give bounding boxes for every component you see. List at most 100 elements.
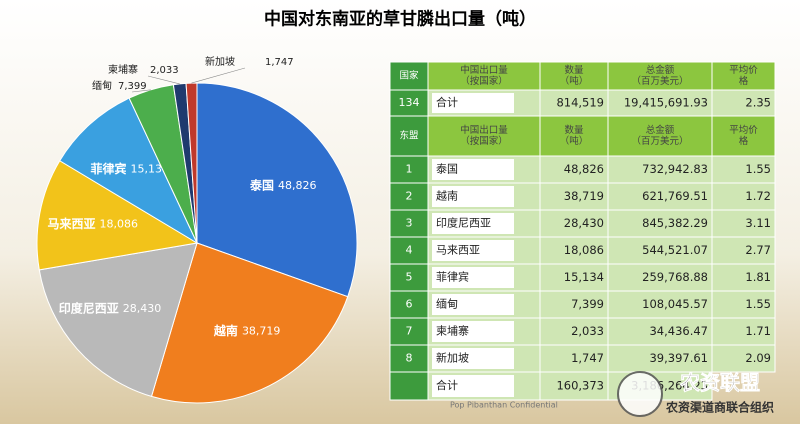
cell-value: 39,397.61	[649, 351, 708, 365]
name-box	[432, 321, 514, 342]
cell-value: 544,521.07	[642, 243, 708, 257]
row-name: 菲律宾	[436, 270, 469, 284]
cell-value: 2.09	[745, 351, 771, 365]
cell-value: 38,719	[564, 189, 604, 203]
table-cell	[607, 115, 713, 157]
cell-value: 621,769.51	[642, 189, 708, 203]
cell-value: 259,768.88	[642, 270, 708, 284]
table-cell	[607, 155, 713, 184]
name-box	[432, 186, 514, 207]
slice-value: 38,719	[242, 324, 281, 337]
header-text: 总金额	[646, 124, 675, 136]
header-text: 国家	[399, 70, 419, 82]
table-cell	[711, 209, 776, 238]
name-box	[432, 93, 514, 113]
watermark-subtitle: 农资渠道商联合组织	[665, 400, 774, 415]
table-cell	[607, 89, 713, 117]
source-note: Pop Pibanthan Confidential	[450, 401, 558, 410]
row-name: 印度尼西亚	[436, 216, 491, 230]
cell-value: 108,045.57	[642, 297, 708, 311]
cell-value: 1,747	[571, 351, 604, 365]
header-text: （百万美元）	[631, 75, 688, 87]
name-box	[432, 375, 514, 397]
watermark-title: 农资联盟	[679, 371, 760, 395]
cell-value: 28,430	[564, 216, 604, 230]
row-name: 越南	[436, 189, 458, 203]
header-text: 中国出口量	[460, 124, 508, 136]
cell-value: 1.55	[745, 162, 771, 176]
cell-value: 814,519	[556, 96, 604, 110]
slice-label: 缅甸	[92, 79, 112, 92]
table-cell	[389, 371, 429, 401]
header-text: 格	[739, 75, 749, 87]
cell-value: 732,942.83	[642, 162, 708, 176]
watermark-icon	[617, 371, 663, 417]
table-cell	[539, 155, 609, 184]
slice-value: 15,134	[131, 162, 170, 175]
row-number: 1	[406, 163, 413, 176]
slice-label: 越南	[213, 323, 238, 338]
header-text: 平均价	[729, 64, 758, 76]
pie-slice	[150, 242, 349, 404]
table-cell	[539, 344, 609, 373]
cell-value: 19,415,691.93	[624, 96, 708, 110]
slice-value: 2,033	[150, 65, 179, 76]
row-number: 4	[406, 244, 413, 257]
table-cell	[711, 263, 776, 292]
row-number: 3	[406, 217, 413, 230]
name-box	[432, 159, 514, 180]
row-name: 新加坡	[436, 351, 469, 365]
table-cell	[607, 209, 713, 238]
slice-value: 48,826	[278, 179, 317, 192]
cell-value: 7,399	[571, 297, 604, 311]
table-cell	[389, 155, 429, 184]
slice-label: 菲律宾	[91, 161, 127, 176]
table-cell	[427, 115, 541, 157]
slice-value: 1,747	[265, 57, 294, 68]
row-name: 合计	[436, 95, 458, 109]
pie-slice	[185, 82, 198, 244]
header-text: （按国家）	[460, 135, 508, 147]
table-cell	[539, 209, 609, 238]
name-box	[432, 240, 514, 261]
name-box	[432, 348, 514, 369]
cell-value: 1.81	[745, 270, 771, 284]
header-text: 平均价	[729, 124, 758, 136]
header-text: （吨）	[560, 75, 589, 87]
leader-line	[191, 67, 246, 84]
row-name: 马来西亚	[436, 244, 480, 257]
slice-value: 28,430	[123, 302, 161, 315]
cell-value: 1.55	[745, 297, 771, 311]
header-text: （吨）	[560, 135, 589, 147]
row-name: 合计	[436, 378, 458, 392]
row-number: 6	[406, 298, 413, 311]
table-cell	[389, 61, 429, 91]
cell-value: 2,033	[571, 324, 604, 338]
cell-value: 160,373	[556, 379, 604, 393]
table-cell	[711, 115, 776, 157]
header-text: 总金额	[646, 64, 675, 76]
name-box	[432, 294, 514, 315]
header-text: 数量	[564, 124, 584, 136]
table-cell	[389, 89, 429, 117]
name-box	[432, 213, 514, 234]
slice-label: 印度尼西亚	[59, 300, 119, 315]
header-text: 东盟	[399, 130, 419, 142]
row-number: 7	[406, 325, 413, 338]
table-cell	[711, 155, 776, 184]
row-name: 泰国	[436, 162, 458, 176]
table-cell	[711, 290, 776, 319]
table-cell	[539, 182, 609, 211]
cell-value: 15,134	[564, 270, 604, 284]
table-cell	[607, 61, 713, 91]
cell-value: 1.71	[745, 324, 771, 338]
row-number: 8	[406, 352, 413, 365]
header-text: 数量	[564, 64, 584, 76]
header-text: 格	[739, 135, 749, 147]
cell-value: 18,086	[564, 243, 604, 257]
table-cell	[711, 61, 776, 91]
name-box	[432, 267, 514, 288]
table-cell	[711, 344, 776, 373]
header-text: 中国出口量	[460, 64, 508, 76]
